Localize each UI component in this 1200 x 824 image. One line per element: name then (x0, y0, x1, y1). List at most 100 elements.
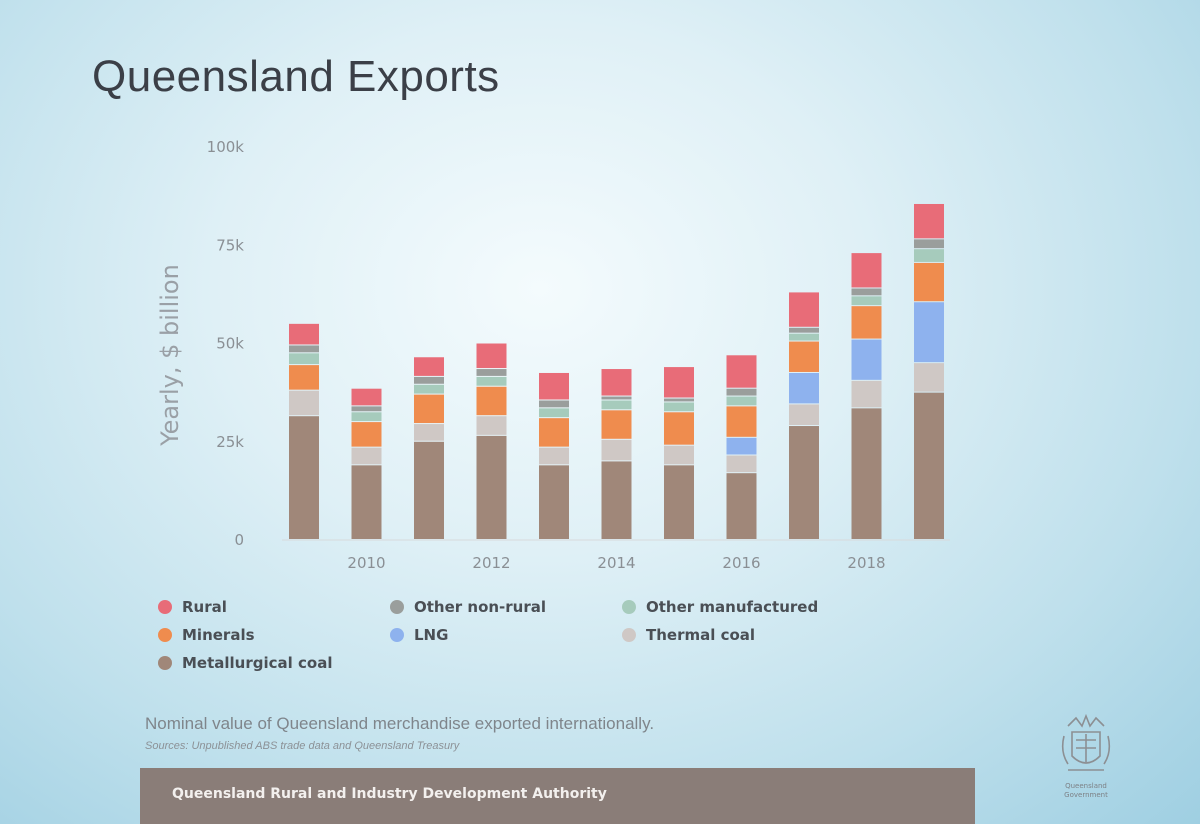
legend-label: Other non-rural (414, 598, 547, 616)
bar-segment-other-manufactured[interactable] (289, 353, 319, 365)
bar-segment-thermal-coal[interactable] (601, 439, 632, 461)
bar-segment-metallurgical-coal[interactable] (914, 392, 944, 539)
bar-segment-rural[interactable] (601, 369, 632, 396)
bar-segment-other-non-rural[interactable] (351, 406, 382, 412)
bar-segment-thermal-coal[interactable] (289, 390, 319, 416)
bar-segment-other-manufactured[interactable] (664, 402, 694, 412)
legend-item-other-non-rural[interactable]: Other non-rural (390, 598, 546, 616)
svg-text:Queensland: Queensland (1065, 782, 1107, 790)
bar-segment-metallurgical-coal[interactable] (539, 465, 569, 539)
bar-segment-other-non-rural[interactable] (414, 376, 444, 384)
bar-segment-rural[interactable] (789, 292, 819, 327)
bar-segment-rural[interactable] (664, 367, 694, 398)
bar-segment-other-manufactured[interactable] (351, 412, 382, 422)
bar-segment-minerals[interactable] (476, 386, 507, 416)
legend-label: Other manufactured (646, 598, 819, 616)
y-tick-label: 0 (234, 531, 244, 549)
bar-segment-rural[interactable] (914, 203, 944, 239)
bar-segment-thermal-coal[interactable] (851, 380, 882, 408)
bar-segment-lng[interactable] (851, 339, 882, 380)
bar-segment-other-non-rural[interactable] (851, 288, 882, 296)
bar-segment-rural[interactable] (726, 355, 757, 388)
bar-segment-thermal-coal[interactable] (789, 404, 819, 426)
svg-text:Government: Government (1064, 791, 1108, 799)
bar-segment-metallurgical-coal[interactable] (726, 473, 757, 539)
slide-title: Queensland Exports (92, 52, 500, 101)
bar-segment-other-manufactured[interactable] (414, 384, 444, 394)
legend-item-minerals[interactable]: Minerals (158, 626, 255, 644)
bar-segment-other-manufactured[interactable] (789, 333, 819, 341)
bar-segment-thermal-coal[interactable] (476, 416, 507, 435)
bar-segment-thermal-coal[interactable] (414, 424, 444, 441)
x-tick-label: 2016 (722, 554, 760, 572)
bar-segment-metallurgical-coal[interactable] (601, 461, 632, 539)
bar-segment-rural[interactable] (539, 372, 569, 400)
bar-segment-other-non-rural[interactable] (289, 345, 319, 353)
bar-segment-other-non-rural[interactable] (726, 388, 757, 396)
bar-segment-rural[interactable] (851, 253, 882, 288)
bar-segment-metallurgical-coal[interactable] (289, 416, 319, 539)
bar-segment-metallurgical-coal[interactable] (851, 408, 882, 539)
bar-segment-other-non-rural[interactable] (476, 369, 507, 376)
bar-segment-minerals[interactable] (664, 412, 694, 445)
y-tick-label: 25k (216, 433, 244, 451)
legend-label: Thermal coal (646, 626, 756, 644)
y-tick-label: 100k (207, 138, 245, 156)
legend-item-metallurgical-coal[interactable]: Metallurgical coal (158, 654, 332, 672)
bar-segment-thermal-coal[interactable] (539, 447, 569, 465)
other-non-rural-swatch-icon (390, 600, 404, 614)
bar-segment-minerals[interactable] (414, 394, 444, 424)
bar-segment-other-non-rural[interactable] (539, 400, 569, 408)
thermal-coal-swatch-icon (622, 628, 636, 642)
bar-segment-other-manufactured[interactable] (476, 376, 507, 386)
bar-segment-minerals[interactable] (289, 365, 319, 390)
legend-label: Minerals (182, 626, 255, 644)
legend-item-thermal-coal[interactable]: Thermal coal (622, 626, 755, 644)
legend: Rural Other non-rural Other manufactured… (158, 598, 878, 678)
bar-segment-rural[interactable] (289, 323, 319, 345)
bar-segment-thermal-coal[interactable] (914, 363, 944, 392)
footer-bar: Queensland Rural and Industry Developmen… (140, 768, 975, 824)
bar-segment-metallurgical-coal[interactable] (351, 465, 382, 539)
x-ticks: 2010 2012 2014 2016 2018 (347, 554, 885, 572)
bar-segment-thermal-coal[interactable] (664, 445, 694, 465)
bar-segment-minerals[interactable] (351, 422, 382, 447)
bar-segment-metallurgical-coal[interactable] (476, 435, 507, 539)
other-manufactured-swatch-icon (622, 600, 636, 614)
bar-segment-lng[interactable] (726, 437, 757, 455)
legend-label: LNG (414, 626, 449, 644)
legend-item-rural[interactable]: Rural (158, 598, 227, 616)
minerals-swatch-icon (158, 628, 172, 642)
y-axis-label: Yearly, $ billion (156, 264, 184, 447)
bar-segment-rural[interactable] (351, 388, 382, 406)
bar-segment-minerals[interactable] (851, 306, 882, 339)
bar-segment-minerals[interactable] (539, 418, 569, 447)
bar-segment-minerals[interactable] (726, 406, 757, 437)
bar-segment-thermal-coal[interactable] (726, 455, 757, 473)
bar-segment-thermal-coal[interactable] (351, 447, 382, 465)
bar-segment-rural[interactable] (476, 343, 507, 369)
bar-segment-other-non-rural[interactable] (601, 396, 632, 400)
bar-segment-other-manufactured[interactable] (851, 296, 882, 306)
bar-segment-other-non-rural[interactable] (664, 398, 694, 402)
bar-segment-lng[interactable] (914, 302, 944, 363)
bar-segment-metallurgical-coal[interactable] (664, 465, 694, 539)
queensland-government-crest-logo: Queensland Government (1061, 713, 1111, 799)
bar-segment-other-manufactured[interactable] (726, 396, 757, 406)
bar-segment-minerals[interactable] (789, 341, 819, 372)
bar-segment-lng[interactable] (789, 372, 819, 404)
bar-segment-other-non-rural[interactable] (789, 327, 819, 333)
bar-segment-other-manufactured[interactable] (914, 249, 944, 262)
bar-segment-rural[interactable] (414, 357, 444, 376)
legend-item-other-manufactured[interactable]: Other manufactured (622, 598, 818, 616)
bar-segment-minerals[interactable] (914, 262, 944, 302)
bar-segment-metallurgical-coal[interactable] (789, 426, 819, 539)
rural-swatch-icon (158, 600, 172, 614)
bar-segment-minerals[interactable] (601, 410, 632, 439)
legend-item-lng[interactable]: LNG (390, 626, 448, 644)
bar-segment-metallurgical-coal[interactable] (414, 441, 444, 539)
bar-segment-other-manufactured[interactable] (539, 408, 569, 418)
bar-segment-other-manufactured[interactable] (601, 400, 632, 410)
y-ticks: 0 25k 50k 75k 100k (207, 138, 245, 549)
bar-segment-other-non-rural[interactable] (914, 239, 944, 249)
